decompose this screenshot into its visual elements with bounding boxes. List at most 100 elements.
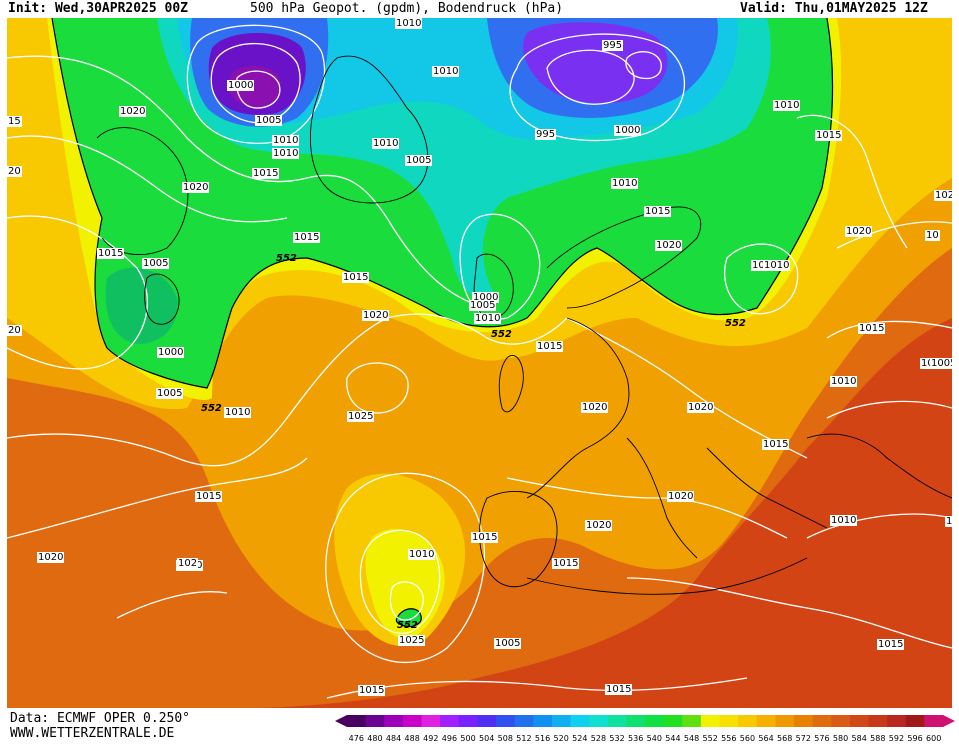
isobar-label: 1020 [687,402,715,413]
isobar-label: 1000 [227,80,255,91]
scale-max-arrow [943,715,955,727]
isobar-label: 1025 [398,635,426,646]
scale-tick-label: 480 [367,734,382,743]
website: WWW.WETTERZENTRALE.DE [10,726,175,741]
isobar-label: 1020 [37,552,65,563]
color-scale-bar: 476 480 484 488 492 496 500 504 508 512 516 520 524 5… [335,715,955,743]
scale-swatch [458,715,478,727]
isobar-label: 1015 [552,558,580,569]
coastlines [96,55,952,595]
field-deep-purple [229,66,281,108]
contour-552 [51,18,834,389]
scale-swatch [719,715,739,727]
scale-swatch [347,715,367,727]
scale-tick-label: 496 [442,734,457,743]
chart-title: 500 hPa Geopot. (gpdm), Bodendruck (hPa) [250,1,564,16]
isobar-label: 1005 [142,258,170,269]
scale-tick-label: 508 [498,734,513,743]
scale-swatch [868,715,888,727]
scale-tick-label: 580 [833,734,848,743]
color-scale: 476 480 484 488 492 496 500 504 508 512 516 520 524 5… [335,713,955,749]
scale-tick-label: 564 [758,734,773,743]
isobars [7,24,952,699]
isobar-label: 1005 [494,638,522,649]
scale-swatch [384,715,404,727]
contour-552-label: 552 [397,620,418,631]
scale-tick-label: 532 [609,734,624,743]
isobar-label: 20 [7,166,22,177]
scale-swatch [477,715,497,727]
scale-swatch [626,715,646,727]
isobar-label: 1015 [605,684,633,695]
contour-552-label: 552 [491,329,512,340]
scale-tick-label: 536 [628,734,643,743]
isobar-label: 995 [535,129,557,140]
scale-swatch [831,715,851,727]
isobar-label: 1020 [655,240,683,251]
isobar-label: 1020 [182,182,210,193]
isobar-label: 1015 [815,130,843,141]
scale-tick-label: 488 [405,734,420,743]
chart-footer: Data: ECMWF OPER 0.250° WWW.WETTERZENTRA… [0,708,959,743]
scale-tick-label: 512 [516,734,531,743]
isobar-label: 1020 [581,402,609,413]
isobar-label: 1020 [667,491,695,502]
isobar-label: 102 [177,558,199,569]
isobar-label: 1005 [156,388,184,399]
scale-swatch [551,715,571,727]
scale-tick-label: 556 [721,734,736,743]
isobar-label: 102 [934,190,952,201]
isobar-label: 1010 [272,135,300,146]
scale-tick-label: 544 [665,734,680,743]
isobar-label: 1025 [347,411,375,422]
scale-tick-label: 500 [460,734,475,743]
isobar-label: 1010 [773,100,801,111]
isobar-label: 1015 [536,341,564,352]
data-source: Data: ECMWF OPER 0.250° [10,711,191,726]
scale-tick-label: 572 [796,734,811,743]
isobar-label: 1015 [945,516,952,527]
scale-swatch [440,715,460,727]
isobar-label: 10 [925,230,940,241]
isobar-label: 1010 [474,313,502,324]
scale-swatch [402,715,422,727]
isobar-label: 1015 [195,491,223,502]
scale-tick-label: 568 [777,734,792,743]
scale-swatch [365,715,385,727]
isobar-label: 1010 [830,515,858,526]
scale-tick-label: 520 [554,734,569,743]
isobar-label: 1010 [830,376,858,387]
scale-tick-label: 516 [535,734,550,743]
scale-swatch [849,715,869,727]
scale-tick-label: 576 [814,734,829,743]
isobar-label: 1015 [762,439,790,450]
scale-swatch [812,715,832,727]
isobar-label: 1010 [272,148,300,159]
isobar-label: 1005 [469,300,497,311]
scale-swatch [514,715,534,727]
scale-swatch [645,715,665,727]
contour-552-label: 552 [725,318,746,329]
geopotential-field [7,18,952,708]
isobar-label: 1015 [471,532,499,543]
weather-map: 1010 1010 995 1020 15 1000 1005 1010 1010 1010 995… [7,18,952,708]
scale-swatch [887,715,907,727]
isobar-label: 15 [7,116,22,127]
isobar-label: 1005 [405,155,433,166]
isobar-label: 1005 [255,115,283,126]
scale-tick-label: 524 [572,734,587,743]
chart-header: Init: Wed,30APR2025 00Z 500 hPa Geopot. … [0,0,959,18]
scale-tick-label: 540 [647,734,662,743]
isobar-label: 1000 [472,292,500,303]
isobar-label: 1015 [342,272,370,283]
isobar-label: 20 [7,325,22,336]
scale-swatch [607,715,627,727]
contour-552-south [395,608,422,628]
isobar-label: 1020 [119,106,147,117]
scale-tick-label: 484 [386,734,401,743]
isobar-label: 1020 [362,310,390,321]
scale-tick-label: 588 [870,734,885,743]
isobar-label: 1015 [858,323,886,334]
isobar-label: 1015 [358,685,386,696]
scale-swatch [775,715,795,727]
